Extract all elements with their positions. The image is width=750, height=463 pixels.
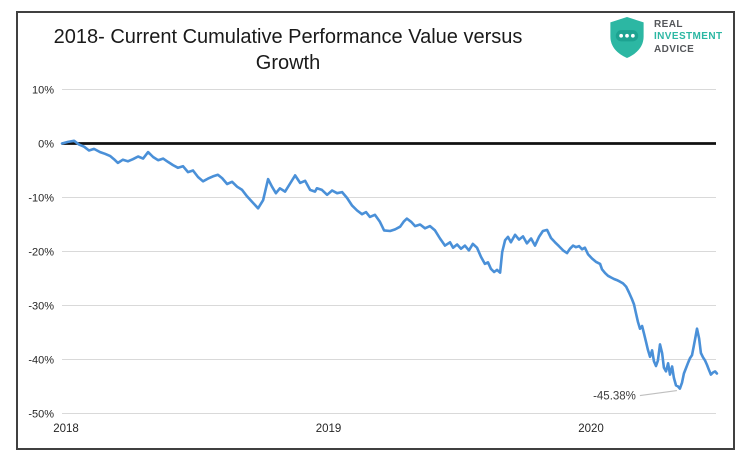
logo-text-real: REAL — [654, 18, 683, 30]
shield-icon — [610, 16, 644, 59]
y-axis-tick-label: -10% — [28, 193, 54, 205]
logo-wordmark: REAL INVESTMENT ADVICE — [654, 19, 722, 57]
y-axis-tick-label: -20% — [28, 247, 54, 259]
real-investment-advice-logo: REAL INVESTMENT ADVICE — [607, 16, 722, 59]
x-axis-tick-label: 2020 — [578, 423, 604, 435]
y-axis-tick-label: 0% — [38, 139, 54, 151]
chart-title-line-2: Growth — [255, 51, 321, 74]
x-axis-tick-label: 2018 — [53, 423, 79, 435]
y-axis-tick-label: 10% — [32, 85, 54, 97]
chart-title-line-1: 2018- Current Cumulative Performance Val… — [53, 26, 523, 48]
performance-line-series — [60, 139, 719, 390]
y-axis-tick-label: -40% — [28, 355, 54, 367]
chart-card-border — [16, 11, 735, 450]
chart-title: 2018- Current Cumulative Performance Val… — [24, 25, 552, 76]
logo-text-advice: ADVICE — [654, 43, 695, 55]
annotation-leader-line — [639, 389, 678, 397]
y-axis-tick-label: -50% — [28, 409, 54, 421]
y-axis-tick-label: -30% — [28, 301, 54, 313]
annotation-min-value-label: -45.38% — [593, 391, 636, 403]
logo-text-investment: INVESTMENT — [654, 31, 723, 43]
x-axis-tick-label: 2019 — [316, 423, 342, 435]
